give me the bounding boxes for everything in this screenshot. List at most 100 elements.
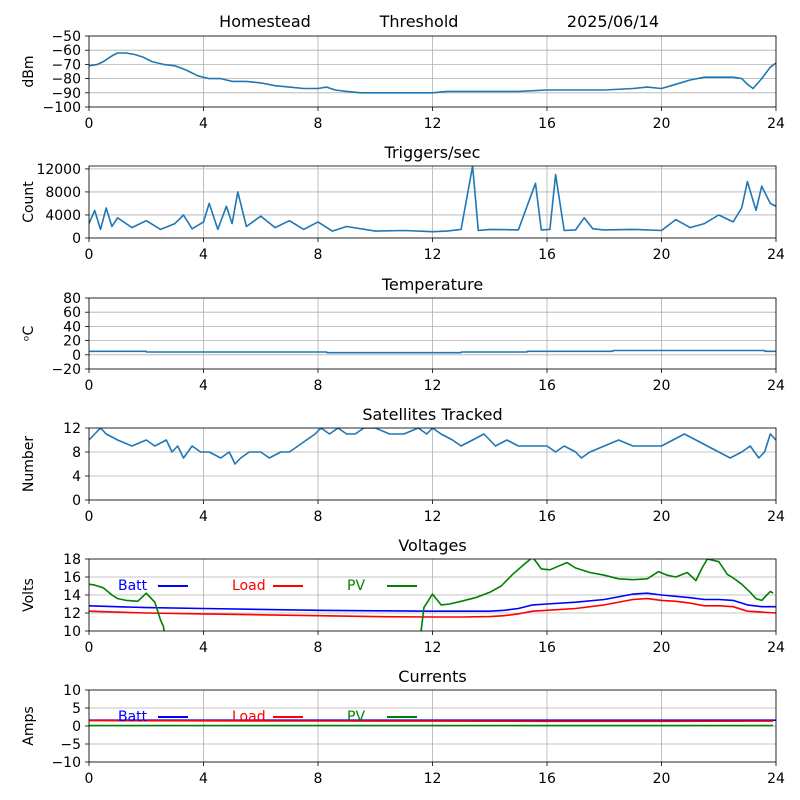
y-tick-label: −5 (60, 737, 81, 753)
x-tick-label: 24 (767, 771, 785, 787)
x-tick-label: 8 (314, 116, 323, 132)
x-tick-label: 12 (424, 771, 442, 787)
x-tick-label: 8 (314, 247, 323, 263)
legend-label-pv: PV (347, 709, 365, 725)
legend-label-batt: Batt (118, 578, 148, 594)
y-tick-label: 14 (63, 588, 81, 604)
x-tick-label: 0 (85, 247, 94, 263)
y-tick-label: 40 (63, 319, 81, 335)
panel-title: Triggers/sec (384, 143, 481, 162)
panel-title: Currents (398, 667, 466, 686)
panel-title: Satellites Tracked (362, 405, 502, 424)
x-tick-label: 24 (767, 378, 785, 394)
legend-label-pv: PV (347, 578, 365, 594)
y-tick-label: 18 (63, 552, 81, 568)
y-tick-label: 0 (72, 231, 81, 247)
x-tick-label: 8 (314, 509, 323, 525)
chart-panel-3: 0 4 8 12 16 20 24 0 4 8 12 Satellites Tracked Number (21, 405, 785, 525)
chart-panel-1: 0 4 8 12 16 20 24 0 4000 8000 12000 Triggers/sec Cou… (21, 143, 785, 263)
x-tick-label: 12 (424, 116, 442, 132)
chart-panel-5: 0 4 8 12 16 20 24 −10 −5 0 5 10 Currents Amps Batt Load… (21, 667, 785, 787)
header-station: Homestead (219, 12, 311, 31)
x-tick-label: 4 (199, 116, 208, 132)
y-axis-label: ᵒC (21, 325, 37, 341)
y-tick-label: 5 (72, 701, 81, 717)
y-axis-label: Count (21, 181, 37, 223)
y-tick-label: 0 (72, 719, 81, 735)
y-tick-label: −20 (51, 362, 81, 378)
y-tick-label: 10 (63, 624, 81, 640)
y-tick-label: 60 (63, 305, 81, 321)
x-tick-label: 0 (85, 378, 94, 394)
series-line-batt (89, 592, 776, 612)
x-tick-label: 8 (314, 378, 323, 394)
y-tick-label: 80 (63, 291, 81, 307)
y-axis-label: Amps (21, 706, 37, 745)
y-tick-label: 12 (63, 606, 81, 622)
x-tick-label: 12 (424, 509, 442, 525)
legend-label-load: Load (232, 709, 266, 725)
y-tick-label: 0 (72, 493, 81, 509)
x-tick-label: 12 (424, 247, 442, 263)
x-tick-label: 20 (653, 640, 671, 656)
x-tick-label: 20 (653, 771, 671, 787)
x-tick-label: 0 (85, 116, 94, 132)
x-tick-label: 0 (85, 509, 94, 525)
y-tick-label: 12000 (36, 162, 81, 178)
y-tick-label: 10 (63, 683, 81, 699)
x-tick-label: 0 (85, 771, 94, 787)
x-tick-label: 24 (767, 509, 785, 525)
y-tick-label: 20 (63, 334, 81, 350)
chart-panel-0: 0 4 8 12 16 20 24 −100−90−80−70−60−50 dBm (21, 29, 785, 132)
series-line-pv (89, 559, 774, 631)
y-tick-label: 4 (72, 469, 81, 485)
y-tick-label: −80 (51, 72, 81, 88)
y-tick-label: 4000 (45, 208, 81, 224)
series-line-0 (89, 166, 776, 233)
y-tick-label: −10 (51, 755, 81, 771)
x-tick-label: 8 (314, 640, 323, 656)
header-mode: Threshold (379, 12, 459, 31)
header-date: 2025/06/14 (567, 12, 659, 31)
panel-title: Voltages (398, 536, 466, 555)
y-tick-label: −50 (51, 29, 81, 45)
x-tick-label: 4 (199, 509, 208, 525)
x-tick-label: 20 (653, 116, 671, 132)
panel-title: Temperature (381, 275, 483, 294)
x-tick-label: 24 (767, 247, 785, 263)
x-tick-label: 16 (538, 247, 556, 263)
x-tick-label: 16 (538, 378, 556, 394)
y-tick-label: 8000 (45, 185, 81, 201)
x-tick-label: 0 (85, 640, 94, 656)
legend-label-load: Load (232, 578, 266, 594)
x-tick-label: 16 (538, 640, 556, 656)
y-tick-label: 16 (63, 570, 81, 586)
chart-panel-4: 0 4 8 12 16 20 24 10 12 14 16 18 Voltages Volts Batt Lo… (21, 536, 785, 656)
series-line-load (89, 597, 776, 618)
y-tick-label: 12 (63, 421, 81, 437)
x-tick-label: 24 (767, 116, 785, 132)
series-line-0 (89, 349, 776, 354)
y-tick-label: −90 (51, 86, 81, 102)
y-axis-label: Number (21, 436, 37, 492)
x-tick-label: 20 (653, 509, 671, 525)
x-tick-label: 12 (424, 640, 442, 656)
series-line-0 (89, 428, 776, 465)
x-tick-label: 16 (538, 116, 556, 132)
x-tick-label: 24 (767, 640, 785, 656)
legend-label-batt: Batt (118, 709, 148, 725)
y-axis-label: Volts (21, 578, 37, 612)
x-tick-label: 16 (538, 771, 556, 787)
y-axis-label: dBm (21, 55, 37, 87)
x-tick-label: 4 (199, 640, 208, 656)
x-tick-label: 8 (314, 771, 323, 787)
y-tick-label: 8 (72, 445, 81, 461)
y-tick-label: −70 (51, 57, 81, 73)
x-tick-label: 20 (653, 247, 671, 263)
x-tick-label: 4 (199, 247, 208, 263)
x-tick-label: 20 (653, 378, 671, 394)
series-line-load (89, 719, 774, 723)
